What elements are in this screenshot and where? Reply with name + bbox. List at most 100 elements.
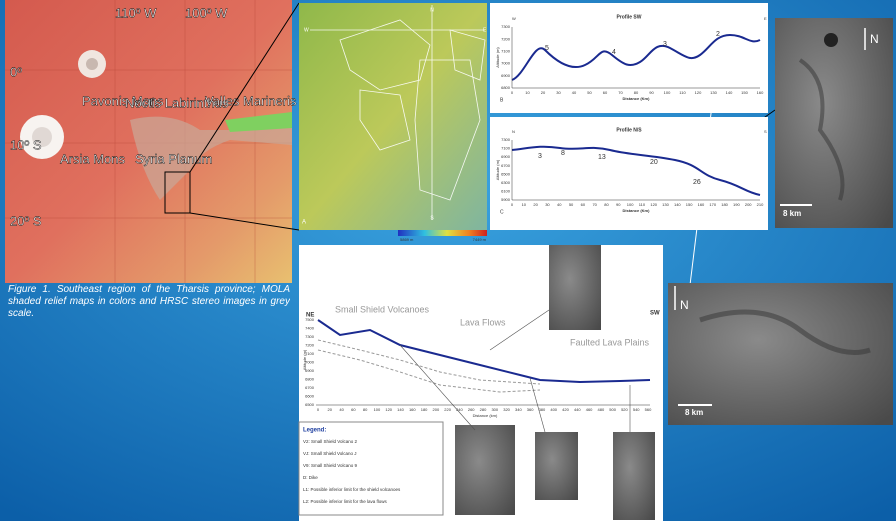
x-tick-label: 120 bbox=[385, 407, 392, 412]
x-tick-label: 300 bbox=[491, 407, 498, 412]
x-tick-label: 100 bbox=[374, 407, 381, 412]
latitude-label: 10º S bbox=[10, 137, 42, 152]
x-tick-label: 120 bbox=[695, 90, 702, 95]
panel-label: C bbox=[500, 209, 504, 215]
volcano-label: 20 bbox=[650, 159, 658, 166]
feature-label: Valles Marineris bbox=[205, 93, 297, 108]
scale-max: 7449 m bbox=[473, 237, 487, 242]
x-tick-label: 110 bbox=[679, 90, 686, 95]
volcano-label: 3 bbox=[538, 153, 542, 160]
x-tick-label: 30 bbox=[556, 90, 561, 95]
x-tick-label: 200 bbox=[745, 202, 752, 207]
scale-min: 5869 m bbox=[400, 237, 414, 242]
x-tick-label: 90 bbox=[649, 90, 654, 95]
north-arrow: N bbox=[870, 32, 879, 46]
x-tick-label: 320 bbox=[503, 407, 510, 412]
direction-label: S bbox=[764, 129, 767, 134]
poster: 110º W 100º W 0º 10º S 20º S Pavonis Mon… bbox=[0, 0, 896, 521]
body: 110º W 100º W 0º 10º S 20º S Pavonis Mon… bbox=[0, 0, 896, 521]
volcano-label: 4 bbox=[612, 49, 616, 56]
y-tick-label: 7500 bbox=[305, 317, 315, 322]
caption: Figure 1. Southeast region of the Tharsi… bbox=[8, 284, 290, 320]
y-tick-label: 6900 bbox=[501, 73, 511, 78]
x-tick-label: 140 bbox=[674, 202, 681, 207]
x-tick-label: 50 bbox=[587, 90, 592, 95]
panel-label: A bbox=[302, 220, 306, 226]
profile-ne-sw: NE SW Small Shield Volcanoes Lava Flows … bbox=[299, 245, 663, 521]
legend-item: V9: Small Shield Volcano 9 bbox=[303, 463, 358, 468]
y-tick-label: 7100 bbox=[501, 146, 511, 151]
feature-label: Arsia Mons bbox=[60, 151, 126, 166]
x-tick-label: 140 bbox=[397, 407, 404, 412]
x-tick-label: 480 bbox=[598, 407, 605, 412]
y-tick-label: 7200 bbox=[501, 36, 511, 41]
x-tick-label: 160 bbox=[757, 90, 764, 95]
x-tick-label: 180 bbox=[721, 202, 728, 207]
y-tick-label: 6700 bbox=[305, 385, 315, 390]
y-tick-label: 6700 bbox=[501, 163, 511, 168]
x-tick-label: 380 bbox=[539, 407, 546, 412]
y-tick-label: 6900 bbox=[501, 154, 511, 159]
x-tick-label: 90 bbox=[616, 202, 621, 207]
x-tick-label: 190 bbox=[733, 202, 740, 207]
y-tick-label: 6600 bbox=[305, 394, 315, 399]
x-tick-label: 100 bbox=[627, 202, 634, 207]
x-tick-label: 160 bbox=[698, 202, 705, 207]
y-axis-label: Altitude (m) bbox=[495, 159, 500, 180]
x-tick-label: 170 bbox=[709, 202, 716, 207]
longitude-label: 110º W bbox=[115, 5, 157, 20]
x-axis-label: Distance (Km) bbox=[623, 208, 651, 213]
x-tick-label: 10 bbox=[522, 202, 527, 207]
x-tick-label: 150 bbox=[741, 90, 748, 95]
x-tick-label: 80 bbox=[604, 202, 609, 207]
x-tick-label: 40 bbox=[557, 202, 562, 207]
x-tick-label: 280 bbox=[480, 407, 487, 412]
x-tick-label: 240 bbox=[456, 407, 463, 412]
x-tick-label: 30 bbox=[545, 202, 550, 207]
legend-item: D: Dike bbox=[303, 475, 318, 480]
legend-item: VJ: Small Shield Volcano J bbox=[303, 451, 357, 456]
hrsc-image: N 8 km bbox=[775, 18, 893, 228]
x-tick-label: 260 bbox=[468, 407, 475, 412]
x-tick-label: 400 bbox=[550, 407, 557, 412]
y-tick-label: 6800 bbox=[305, 377, 315, 382]
x-tick-label: 180 bbox=[421, 407, 428, 412]
caption-box: Figure 1. Southeast region of the Tharsi… bbox=[8, 284, 290, 334]
volcano-label: 5 bbox=[545, 45, 549, 52]
direction-label: SW bbox=[650, 311, 660, 317]
x-tick-label: 220 bbox=[444, 407, 451, 412]
latitude-label: 20º S bbox=[10, 213, 42, 228]
feature-label: Syria Planum bbox=[135, 151, 212, 166]
x-tick-label: 40 bbox=[339, 407, 344, 412]
y-tick-label: 7100 bbox=[305, 351, 315, 356]
y-tick-label: 7300 bbox=[501, 24, 511, 29]
volcano-label: 2 bbox=[716, 31, 720, 38]
x-tick-label: 360 bbox=[527, 407, 534, 412]
x-tick-label: 50 bbox=[569, 202, 574, 207]
y-tick-label: 7300 bbox=[501, 137, 511, 142]
panel-title: Profile SW bbox=[616, 14, 641, 20]
legend-item: L2: Possible inferior limit for the lava… bbox=[303, 499, 388, 504]
volcano-label: 13 bbox=[598, 154, 606, 161]
scale-bar-label: 8 km bbox=[685, 408, 703, 417]
y-tick-label: 6800 bbox=[501, 85, 511, 90]
north-arrow: N bbox=[680, 298, 689, 312]
x-tick-label: 60 bbox=[351, 407, 356, 412]
legend-item: L1: Possible inferior limit for the shie… bbox=[303, 487, 401, 492]
x-tick-label: 80 bbox=[363, 407, 368, 412]
panel-title: Profile N/S bbox=[616, 127, 642, 133]
volcano-label: 3 bbox=[663, 41, 667, 48]
x-tick-label: 150 bbox=[686, 202, 693, 207]
direction-label: W bbox=[304, 27, 309, 33]
x-tick-label: 500 bbox=[609, 407, 616, 412]
direction-label: E bbox=[764, 16, 767, 21]
x-tick-label: 130 bbox=[662, 202, 669, 207]
x-tick-label: 560 bbox=[645, 407, 652, 412]
x-tick-label: 70 bbox=[592, 202, 597, 207]
x-tick-label: 70 bbox=[618, 90, 623, 95]
x-tick-label: 60 bbox=[581, 202, 586, 207]
relief-map: A N S W E 5869 m 7449 m bbox=[299, 3, 487, 242]
y-tick-label: 7400 bbox=[305, 326, 315, 331]
x-tick-label: 460 bbox=[586, 407, 593, 412]
x-tick-label: 120 bbox=[650, 202, 657, 207]
